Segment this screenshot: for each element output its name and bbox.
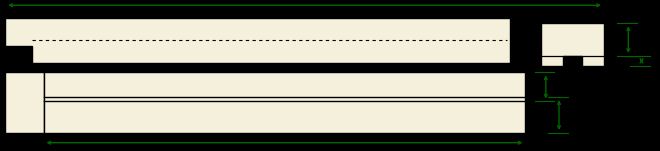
Bar: [44, 72, 525, 133]
Bar: [5, 72, 44, 133]
Polygon shape: [541, 23, 604, 66]
Polygon shape: [5, 18, 510, 63]
